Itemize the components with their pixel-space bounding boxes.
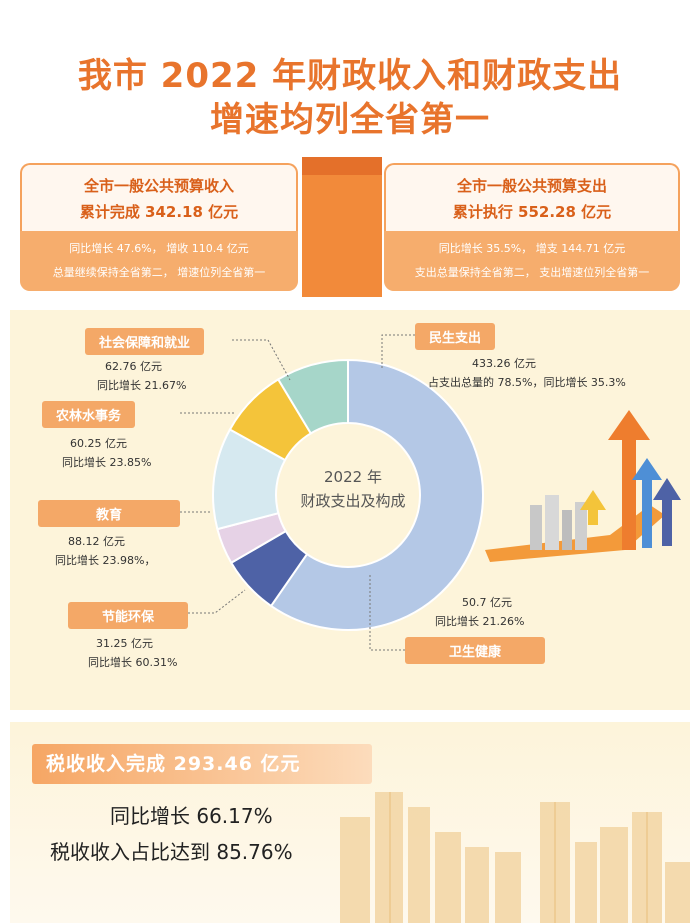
weisheng-value: 50.7 亿元	[462, 596, 512, 609]
banner-divider	[302, 157, 382, 297]
jieneng-value: 31.25 亿元	[96, 637, 153, 650]
tax-banner: 税收收入完成 293.46 亿元	[32, 744, 372, 784]
minsheng-note: 占支出总量的 78.5%，同比增长 35.3%	[428, 376, 626, 389]
jieneng-note: 同比增长 60.31%	[88, 656, 178, 669]
expenditure-growth: 同比增长 35.5%， 增支 144.71 亿元	[438, 242, 626, 255]
tax-growth: 同比增长 66.17%	[110, 804, 273, 828]
expenditure-amount: 累计执行 552.28 亿元	[452, 203, 612, 221]
summary-banner: 全市一般公共预算收入 累计完成 342.18 亿元 同比增长 47.6%， 增收…	[20, 157, 682, 297]
expenditure-composition-panel: 2022 年 财政支出及构成 民生支出 433.26 亿元 占支出总量的 78.…	[10, 310, 690, 710]
nonglin-note: 同比增长 23.85%	[62, 456, 152, 469]
jiaoyu-note: 同比增长 23.98%，	[55, 554, 156, 567]
expenditure-rank: 支出总量保持全省第二， 支出增速位列全省第一	[414, 266, 650, 279]
nonglin-value: 60.25 亿元	[70, 437, 127, 450]
donut-center-label: 财政支出及构成	[300, 492, 406, 510]
revenue-amount: 累计完成 342.18 亿元	[79, 203, 239, 221]
donut-chart	[180, 334, 681, 651]
donut-slice-minsheng	[269, 358, 484, 631]
tag-shebao: 社会保障和就业	[85, 328, 205, 355]
tag-minsheng: 民生支出	[415, 323, 496, 350]
rising-arrows-icon	[485, 410, 681, 562]
page-title-line1: 我市 2022 年财政收入和财政支出	[77, 56, 623, 96]
tax-share: 税收收入占比达到 85.76%	[50, 840, 293, 864]
leader-lines	[180, 334, 415, 651]
expenditure-heading: 全市一般公共预算支出	[456, 177, 607, 195]
tag-jieneng: 节能环保	[68, 602, 188, 629]
city-skyline-icon	[340, 792, 690, 923]
tag-jiaoyu: 教育	[38, 500, 180, 527]
revenue-rank: 总量继续保持全省第二， 增速位列全省第一	[52, 266, 266, 279]
donut-center-year: 2022 年	[324, 468, 382, 486]
donut-slice-shebao	[276, 358, 349, 435]
tag-nonglin: 农林水事务	[42, 401, 136, 428]
minsheng-value: 433.26 亿元	[472, 357, 536, 370]
revenue-heading: 全市一般公共预算收入	[83, 177, 234, 195]
shebao-note: 同比增长 21.67%	[97, 379, 187, 392]
jiaoyu-value: 88.12 亿元	[68, 535, 125, 548]
revenue-card: 全市一般公共预算收入 累计完成 342.18 亿元 同比增长 47.6%， 增收…	[20, 163, 298, 291]
tag-weisheng: 卫生健康	[405, 637, 545, 664]
expenditure-card: 全市一般公共预算支出 累计执行 552.28 亿元 同比增长 35.5%， 增支…	[384, 163, 680, 291]
tax-section: 税收收入完成 293.46 亿元 同比增长 66.17% 税收收入占比达到 85…	[10, 722, 690, 923]
shebao-value: 62.76 亿元	[105, 360, 162, 373]
weisheng-note: 同比增长 21.26%	[435, 615, 525, 628]
page-title-line2: 增速均列全省第一	[210, 100, 490, 140]
revenue-growth: 同比增长 47.6%， 增收 110.4 亿元	[69, 242, 249, 255]
donut-segments	[212, 358, 484, 631]
